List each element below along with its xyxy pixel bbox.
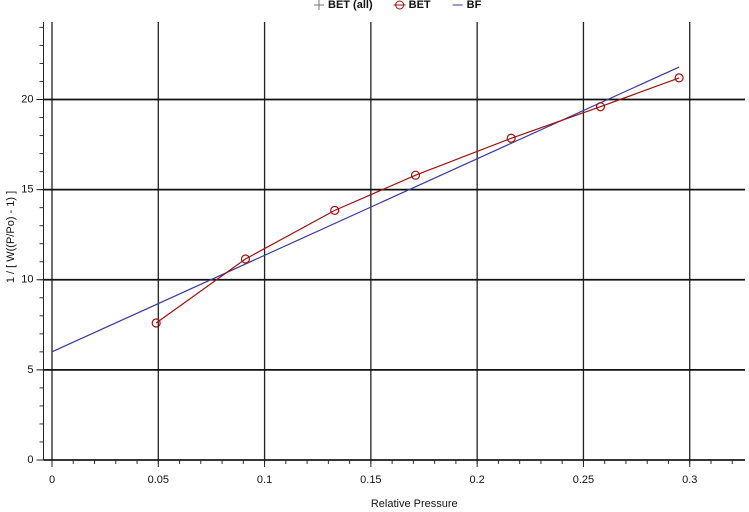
series-line xyxy=(51,66,680,353)
point xyxy=(595,102,606,112)
legend-label: BF xyxy=(467,0,482,11)
y-tick-label: 10 xyxy=(21,274,33,286)
y-tick-label: 15 xyxy=(21,184,33,196)
x-tick-label: 0.3 xyxy=(682,474,697,486)
legend-item: BET (all) xyxy=(314,0,373,11)
point xyxy=(410,170,421,180)
legend-label: BET (all) xyxy=(328,0,373,11)
x-tick-label: 0.05 xyxy=(148,474,169,486)
x-tick-label: 0.25 xyxy=(573,474,594,486)
legend-symbol xyxy=(314,0,324,10)
legend-symbol xyxy=(395,0,405,10)
point xyxy=(330,205,340,215)
point xyxy=(674,73,684,83)
y-tick-label: 0 xyxy=(27,454,33,466)
point xyxy=(240,254,251,264)
x-tick-label: 0.2 xyxy=(470,474,485,486)
series-line xyxy=(155,77,680,324)
legend-label: BET xyxy=(409,0,431,11)
point xyxy=(151,318,161,328)
x-tick-label: 0.1 xyxy=(257,474,272,486)
y-axis-label: 1 / [ W((P/Po) - 1) ] xyxy=(5,191,17,283)
y-tick-label: 20 xyxy=(21,93,33,105)
point xyxy=(506,133,516,143)
x-tick-label: 0.15 xyxy=(360,474,381,486)
x-tick-label: 0 xyxy=(49,474,55,486)
legend-item: BF xyxy=(452,0,482,11)
legend-item: BET xyxy=(393,0,431,11)
y-tick-label: 5 xyxy=(27,364,33,376)
x-axis-label: Relative Pressure xyxy=(371,498,458,510)
